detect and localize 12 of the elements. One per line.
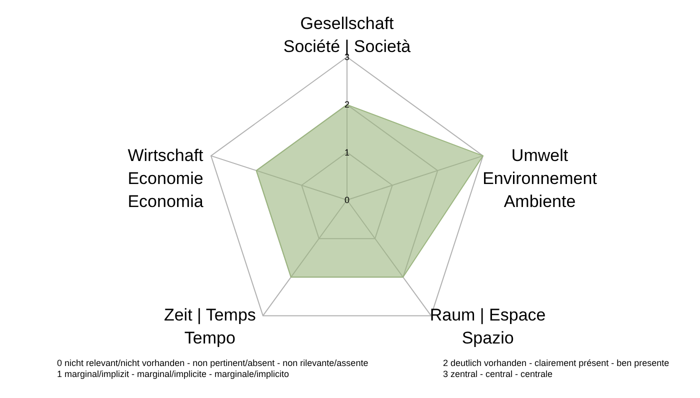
- spoke-label: Raum | Espace Spazio: [430, 306, 546, 348]
- y-tick-label: 3: [344, 52, 350, 62]
- y-tick-label: 0: [344, 195, 350, 205]
- text: 2 deutlich vorhanden - clairement présent - ben presente: [443, 358, 670, 368]
- text: 3 zentral - central - centrale: [443, 369, 553, 379]
- spoke-label: Wirtschaft Economie Economia: [128, 146, 204, 211]
- y-tick-label: 1: [344, 147, 350, 158]
- text: 1 marginal/implizit - marginal/implicite - marginale/implicito: [57, 369, 290, 379]
- y-tick-label: 2: [344, 100, 350, 110]
- spoke-label: Umwelt Environnement Ambiente: [482, 146, 598, 211]
- spoke-label: Zeit | Temps Tempo: [164, 306, 256, 348]
- text: 0 nicht relevant/nicht vorhanden - non pertinent/absent - non rilevante/assente: [57, 358, 368, 368]
